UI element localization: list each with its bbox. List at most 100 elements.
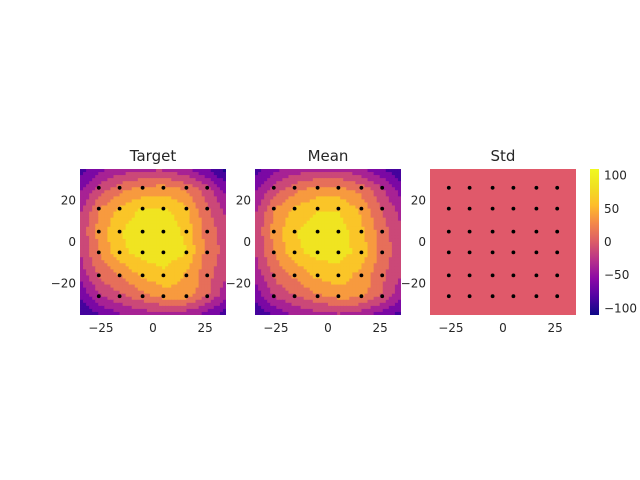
sample-point <box>446 229 451 234</box>
sample-point <box>118 165 122 169</box>
sample-point <box>118 315 122 319</box>
sample-point <box>96 250 101 255</box>
sample-point <box>511 185 516 190</box>
sample-point <box>271 294 276 299</box>
sample-point <box>140 294 145 299</box>
colorbar-tick-label: 50 <box>604 202 619 216</box>
y-tick-label: 0 <box>243 235 251 249</box>
sample-point <box>446 206 451 211</box>
colorbar-tick-label: 100 <box>604 169 627 183</box>
sample-point <box>76 251 80 255</box>
sample-point <box>315 206 320 211</box>
sample-point <box>511 250 516 255</box>
y-tick-label: −20 <box>401 277 426 291</box>
sample-point <box>97 165 101 169</box>
sample-point <box>360 165 364 169</box>
sample-point <box>205 206 210 211</box>
sample-point <box>490 229 495 234</box>
sample-point <box>315 294 320 299</box>
sample-point <box>467 185 472 190</box>
sample-point <box>271 273 276 278</box>
y-tick-label: 20 <box>61 193 76 207</box>
sample-point <box>161 206 166 211</box>
sample-point <box>512 165 516 169</box>
sample-point <box>576 274 580 278</box>
sample-point <box>426 274 430 278</box>
sample-point <box>226 251 230 255</box>
sample-point <box>205 315 209 319</box>
sample-point <box>140 250 145 255</box>
sample-point <box>184 273 189 278</box>
y-tick-label: 20 <box>236 193 251 207</box>
sample-point <box>380 185 385 190</box>
y-tick-label: 0 <box>418 235 426 249</box>
colorbar-tick-label: −100 <box>604 301 637 315</box>
sample-point <box>251 230 255 234</box>
sample-point <box>336 250 341 255</box>
sample-point <box>205 294 210 299</box>
sample-point <box>447 315 451 319</box>
panel-title: Mean <box>308 147 349 165</box>
sample-point <box>576 315 580 319</box>
y-tick-label: 0 <box>68 235 76 249</box>
sample-point <box>292 294 297 299</box>
sample-point <box>447 165 451 169</box>
sample-point <box>337 315 341 319</box>
sample-point <box>468 165 472 169</box>
sample-point <box>96 206 101 211</box>
sample-point <box>426 186 430 190</box>
sample-point <box>426 294 430 298</box>
panel-target: Target −25 0 25 20 0 −20 <box>51 147 230 335</box>
heatmap-field <box>80 169 226 315</box>
y-tick-label: −20 <box>51 277 76 291</box>
x-tick-label: 25 <box>198 321 213 335</box>
sample-point <box>251 315 255 319</box>
sample-point <box>446 250 451 255</box>
sample-point <box>534 229 539 234</box>
sample-point <box>337 165 341 169</box>
sample-point <box>96 273 101 278</box>
sample-point <box>511 294 516 299</box>
panel-title: Std <box>491 147 516 165</box>
sample-point <box>226 315 230 319</box>
x-tick-label: 25 <box>548 321 563 335</box>
sample-point <box>490 273 495 278</box>
x-tick-label: 0 <box>324 321 332 335</box>
sample-point <box>292 229 297 234</box>
sample-point <box>96 229 101 234</box>
sample-point <box>380 294 385 299</box>
sample-point <box>162 315 166 319</box>
sample-point <box>491 315 495 319</box>
sample-point <box>426 230 430 234</box>
sample-point <box>140 229 145 234</box>
sample-point <box>184 229 189 234</box>
sample-point <box>380 165 384 169</box>
sample-point <box>401 294 405 298</box>
panel-std: Std −25 0 25 20 0 −20 <box>401 147 580 335</box>
sample-point <box>272 165 276 169</box>
sample-point <box>534 185 539 190</box>
sample-point <box>117 250 122 255</box>
sample-point <box>490 294 495 299</box>
sample-point <box>184 185 189 190</box>
sample-point <box>555 229 560 234</box>
sample-point <box>293 315 297 319</box>
sample-point <box>490 206 495 211</box>
panel-mean: Mean −25 0 25 20 0 −20 <box>226 147 405 335</box>
sample-point <box>401 186 405 190</box>
heatmap-field <box>430 169 576 315</box>
sample-point <box>555 165 559 169</box>
sample-point <box>76 186 80 190</box>
sample-point <box>76 207 80 211</box>
x-tick-label: 25 <box>373 321 388 335</box>
sample-point <box>446 294 451 299</box>
sample-point <box>336 185 341 190</box>
sample-point <box>316 315 320 319</box>
sample-point <box>76 294 80 298</box>
sample-point <box>271 206 276 211</box>
sample-point <box>161 229 166 234</box>
sample-point <box>576 165 580 169</box>
sample-point <box>467 294 472 299</box>
sample-point <box>576 186 580 190</box>
sample-point <box>205 250 210 255</box>
